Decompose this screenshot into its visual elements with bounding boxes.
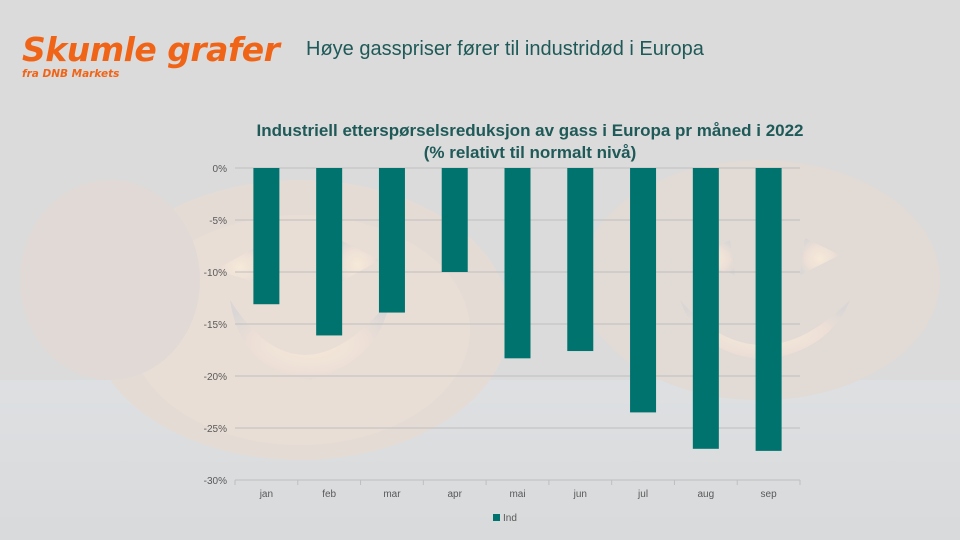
bar-feb	[316, 168, 343, 336]
legend-swatch	[493, 514, 500, 521]
legend: Ind	[493, 513, 517, 524]
brand-subtitle: fra DNB Markets	[22, 68, 120, 80]
x-tick-label: mai	[509, 489, 525, 500]
y-tick-label: -25%	[204, 424, 227, 435]
chart-title-block: Industriell etterspørselsreduksjon av ga…	[150, 120, 910, 164]
x-tick-label: jan	[259, 489, 273, 500]
x-tick-label: feb	[322, 489, 336, 500]
bar-apr	[441, 168, 468, 272]
x-tick-label: aug	[697, 489, 714, 500]
brand-block: Skumle grafer fra DNB Markets	[22, 30, 280, 80]
y-tick-label: -10%	[204, 268, 227, 279]
bar-jul	[630, 168, 657, 413]
legend-label: Ind	[503, 513, 517, 524]
bars	[253, 168, 782, 451]
bar-mai	[504, 168, 531, 359]
y-tick-label: -20%	[204, 372, 227, 383]
y-tick-label: 0%	[213, 164, 228, 175]
y-tick-label: -15%	[204, 320, 227, 331]
x-tick-label: mar	[383, 489, 401, 500]
bar-aug	[692, 168, 719, 449]
x-tick-label: apr	[447, 489, 462, 500]
x-tick-label: sep	[761, 489, 778, 500]
chart-subtitle: (% relativt til normalt nivå)	[423, 143, 637, 162]
y-axis-labels: 0% -5% -10% -15% -20% -25% -30%	[204, 164, 227, 487]
chart-title: Industriell etterspørselsreduksjon av ga…	[256, 121, 804, 140]
x-tick-label: jun	[573, 489, 587, 500]
brand-title: Skumle grafer	[22, 30, 280, 69]
x-axis: jan feb mar apr mai jun jul aug sep	[234, 480, 801, 500]
y-tick-label: -30%	[204, 476, 227, 487]
bar-sep	[755, 168, 782, 451]
bar-mar	[378, 168, 405, 313]
y-tick-label: -5%	[209, 216, 227, 227]
slide-headline: Høye gasspriser fører til industridød i …	[306, 38, 704, 60]
bar-jan	[253, 168, 280, 305]
bar-jun	[567, 168, 594, 352]
x-tick-label: jul	[637, 489, 648, 500]
